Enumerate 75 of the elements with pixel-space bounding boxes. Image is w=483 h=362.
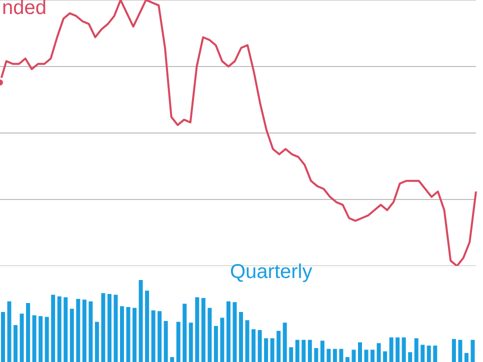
bar xyxy=(64,297,68,362)
bar xyxy=(402,337,406,362)
bar xyxy=(76,298,80,362)
bar xyxy=(14,325,18,362)
bar xyxy=(32,315,36,362)
bar xyxy=(195,297,200,362)
bar xyxy=(26,302,30,362)
bar xyxy=(326,348,331,362)
bar xyxy=(232,302,237,362)
bar xyxy=(470,340,475,362)
bar xyxy=(82,300,86,362)
bar xyxy=(302,340,306,362)
bar xyxy=(88,301,93,362)
bar xyxy=(57,296,62,362)
bar xyxy=(226,301,230,362)
bar xyxy=(452,339,456,362)
bar xyxy=(151,310,156,362)
bar xyxy=(170,357,174,362)
bar xyxy=(1,312,5,362)
bar xyxy=(396,337,400,362)
bar xyxy=(182,304,187,362)
bar xyxy=(364,350,368,362)
bar xyxy=(358,342,362,362)
bar xyxy=(208,308,212,362)
bar xyxy=(458,340,462,362)
bar xyxy=(332,348,337,362)
bar xyxy=(164,321,168,362)
bar xyxy=(252,329,256,362)
bar xyxy=(464,352,468,362)
bar xyxy=(239,312,243,362)
bar xyxy=(94,322,99,362)
bar xyxy=(389,337,394,362)
bar xyxy=(220,318,224,362)
bar xyxy=(352,350,356,362)
bar xyxy=(414,338,418,362)
bar xyxy=(258,330,262,362)
bar xyxy=(44,316,49,362)
bar xyxy=(176,322,180,362)
bar xyxy=(114,294,118,362)
bar xyxy=(20,314,24,362)
bar xyxy=(270,338,274,362)
bar xyxy=(420,344,425,362)
bar xyxy=(314,348,318,362)
bar xyxy=(376,343,381,362)
bar xyxy=(408,352,412,362)
bar xyxy=(276,330,281,362)
series-label: Quarterly xyxy=(230,260,312,284)
bar xyxy=(264,338,268,362)
bar xyxy=(201,298,206,362)
bar xyxy=(188,322,193,362)
bar xyxy=(7,301,12,362)
bar xyxy=(101,293,106,362)
bar xyxy=(214,326,218,362)
bar xyxy=(289,347,294,362)
bar xyxy=(70,308,74,362)
bar xyxy=(51,294,56,362)
bar xyxy=(120,306,124,362)
bar xyxy=(433,346,438,362)
bar xyxy=(295,340,300,362)
bar xyxy=(132,308,137,362)
bar xyxy=(320,340,324,362)
bar xyxy=(339,348,344,362)
bar xyxy=(245,320,250,362)
bar xyxy=(38,316,43,362)
bar xyxy=(383,351,388,362)
bar xyxy=(345,357,350,362)
bar xyxy=(282,322,287,362)
bar xyxy=(370,350,375,362)
bar xyxy=(308,340,312,362)
bar xyxy=(107,294,112,362)
bar xyxy=(145,290,150,362)
bar xyxy=(126,307,130,362)
bar xyxy=(426,346,431,362)
bar xyxy=(138,280,143,362)
bar xyxy=(158,311,162,362)
